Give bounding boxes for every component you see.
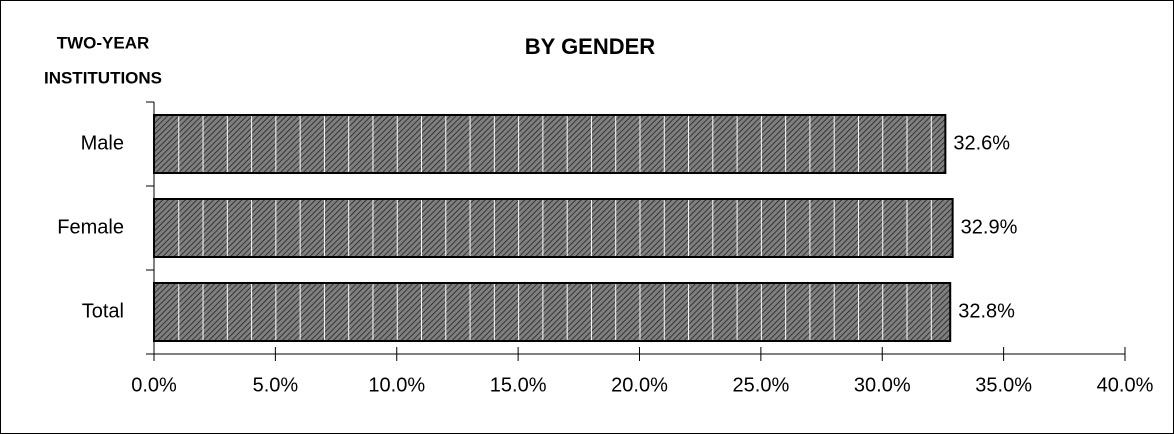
x-tick-label: 5.0% [253, 374, 299, 396]
bar-grid-overlay [155, 116, 945, 172]
value-label: 32.6% [953, 132, 1010, 154]
y-tick-label: Female [57, 216, 124, 238]
x-tick-label: 15.0% [490, 374, 547, 396]
bar-grid-overlay [155, 284, 950, 340]
x-tick-label: 40.0% [1097, 374, 1154, 396]
value-label: 32.8% [958, 300, 1015, 322]
x-tick-label: 25.0% [733, 374, 790, 396]
x-tick-label: 10.0% [368, 374, 425, 396]
y-tick-label: Total [82, 300, 124, 322]
bar-grid-overlay [155, 200, 952, 256]
x-tick-label: 35.0% [975, 374, 1032, 396]
x-tick-label: 0.0% [131, 374, 177, 396]
y-tick-label: Male [81, 132, 124, 154]
annotation: TWO-YEAR [57, 33, 150, 52]
chart-title: BY GENDER [525, 34, 656, 59]
x-tick-label: 20.0% [611, 374, 668, 396]
annotation: INSTITUTIONS [44, 68, 162, 87]
x-tick-label: 30.0% [854, 374, 911, 396]
value-label: 32.9% [961, 216, 1018, 238]
